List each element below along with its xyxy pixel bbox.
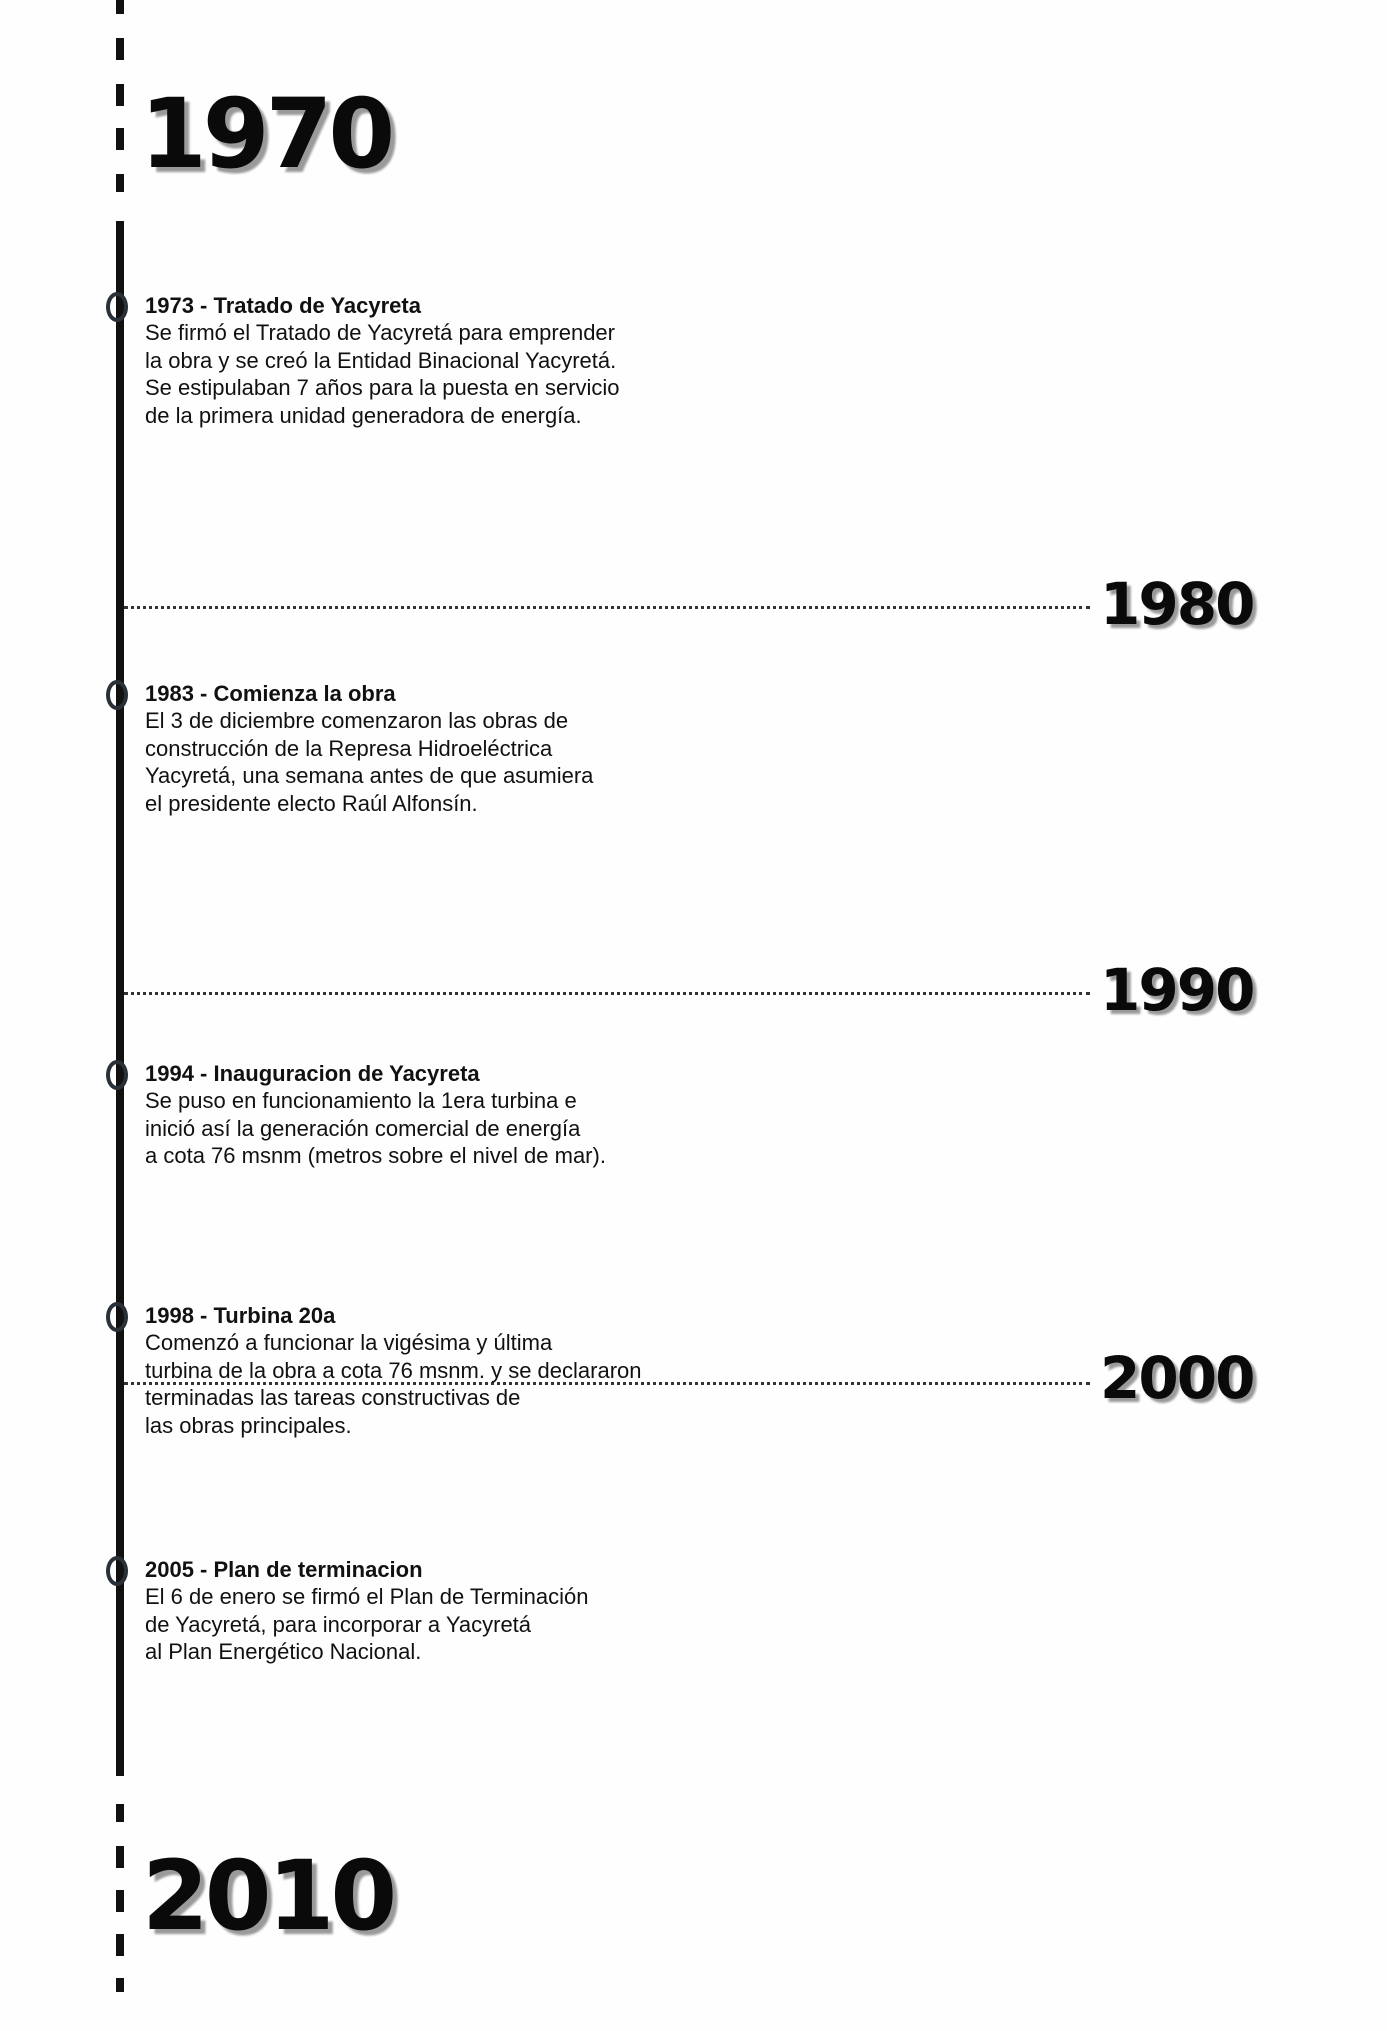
decade-divider-1980 (124, 606, 1090, 609)
event-text: turbina de la obra a cota 76 msnm. y se … (145, 1357, 642, 1383)
event-2005: 2005 - Plan de terminacion El 6 de enero… (145, 1556, 765, 1666)
event-text: inició así la generación comercial de en… (145, 1115, 581, 1141)
event-text: terminadas las tareas constructivas de (145, 1385, 521, 1410)
event-text: al Plan Energético Nacional. (145, 1639, 422, 1664)
decade-divider-2000 (124, 1382, 1090, 1385)
event-marker-icon (106, 1556, 128, 1586)
event-1973: 1973 - Tratado de Yacyreta Se firmó el T… (145, 292, 765, 429)
axis-dash (116, 38, 124, 60)
event-marker-icon (106, 292, 128, 322)
event-title: 1994 - Inauguracion de Yacyreta (145, 1061, 480, 1086)
decade-2010: 2010 (142, 1840, 397, 1952)
event-text: Se puso en funcionamiento la 1era turbin… (145, 1088, 577, 1113)
axis-dash (116, 1846, 124, 1868)
axis-dash (116, 1978, 124, 1992)
decade-divider-1990 (124, 992, 1090, 995)
event-text: la obra y se creó la Entidad Binacional … (145, 347, 617, 373)
event-text: el presidente electo Raúl Alfonsín. (145, 790, 478, 816)
event-marker-icon (106, 1302, 128, 1332)
event-title: 2005 - Plan de terminacion (145, 1557, 423, 1582)
decade-1980: 1980 (1100, 570, 1255, 638)
axis-dash (116, 128, 124, 150)
event-title: 1983 - Comienza la obra (145, 681, 396, 706)
event-text: Yacyretá, una semana antes de que asumie… (145, 763, 594, 788)
decade-1990: 1990 (1100, 956, 1255, 1024)
event-text: El 6 de enero se firmó el Plan de Termin… (145, 1584, 589, 1609)
event-1994: 1994 - Inauguracion de Yacyreta Se puso … (145, 1060, 765, 1170)
axis-dash (116, 1804, 124, 1822)
axis-dash (116, 84, 124, 106)
event-text: El 3 de diciembre comenzaron las obras d… (145, 708, 569, 733)
axis-dash (116, 1890, 124, 1912)
axis-dash (116, 174, 124, 192)
event-title: 1998 - Turbina 20a (145, 1303, 336, 1328)
event-text: de Yacyretá, para incorporar a Yacyretá (145, 1611, 532, 1637)
event-title: 1973 - Tratado de Yacyreta (145, 293, 421, 318)
event-text: a cota 76 msnm (metros sobre el nivel de… (145, 1143, 606, 1168)
event-marker-icon (106, 1060, 128, 1090)
event-text: las obras principales. (145, 1412, 352, 1438)
axis-dash (116, 1934, 124, 1956)
event-marker-icon (106, 680, 128, 710)
event-text: Se firmó el Tratado de Yacyretá para emp… (145, 320, 615, 345)
event-1983: 1983 - Comienza la obra El 3 de diciembr… (145, 680, 765, 817)
event-text: de la primera unidad generadora de energ… (145, 402, 582, 428)
axis-line (116, 221, 124, 1776)
event-text: Se estipulaban 7 años para la puesta en … (145, 375, 620, 400)
event-text: construcción de la Represa Hidroeléctric… (145, 735, 553, 761)
axis-dash (116, 0, 124, 14)
decade-2000: 2000 (1100, 1344, 1255, 1412)
event-1998: 1998 - Turbina 20a Comenzó a funcionar l… (145, 1302, 845, 1439)
decade-1970: 1970 (140, 78, 395, 190)
event-text: Comenzó a funcionar la vigésima y última (145, 1330, 553, 1355)
